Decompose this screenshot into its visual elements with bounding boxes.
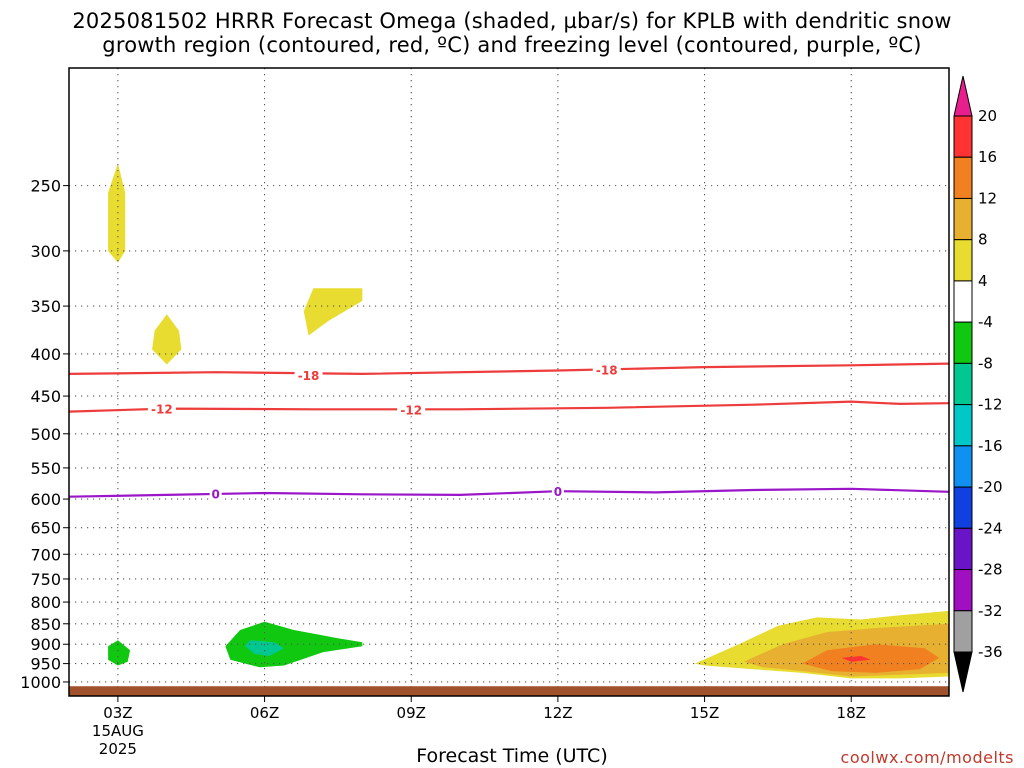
y-tick-label-250: 250 [30,177,61,196]
y-tick-label-550: 550 [30,459,61,478]
y-tick-label-300: 300 [30,242,61,261]
colorbar-label-5: -4 [978,313,993,331]
omega-region-3 [108,640,131,666]
y-tick-label-450: 450 [30,387,61,406]
colorbar-swatch-5 [953,280,973,323]
colorbar-swatch-12 [953,569,973,612]
contour-label-bg--12-1 [397,402,426,417]
colorbar-swatch-11 [953,527,973,571]
contour-label-bg--12-0 [147,401,176,416]
colorbar-bottom-arrow [953,651,973,693]
x-tick-date: 15AUG [92,722,144,740]
y-tick-label-900: 900 [30,635,61,654]
y-tick-label-750: 750 [30,570,61,589]
contour-line-0 [69,487,949,498]
colorbar-label-12: -32 [978,602,1003,620]
contour-label-0-0: 0 [211,488,219,502]
colorbar-top-arrow [953,75,973,117]
colorbar: 20 16 12 8 4 -4 -8 -12 -16 -20 -24 -28 -32 -36 [953,75,1003,693]
chart-title-line1: 2025081502 HRRR Forecast Omega (shaded, … [72,9,952,33]
omega-region-9 [841,656,871,662]
y-axis: 2503003504004505005506006507007508008509… [20,177,69,692]
colorbar-label-2: 12 [978,189,997,207]
y-tick-label-1000: 1000 [20,673,61,692]
colorbar-label-4: 4 [978,272,988,290]
colorbar-swatch-7 [953,362,973,406]
colorbar-label-10: -24 [978,519,1003,537]
y-tick-label-850: 850 [30,615,61,634]
colorbar-label-8: -16 [978,437,1003,455]
colorbar-swatch-3 [953,197,973,241]
x-tick-label-03Z: 03Z [103,704,132,722]
colorbar-swatch-6 [953,321,973,364]
contour-label-bg-0-0 [209,486,222,501]
omega-region-8 [802,644,940,673]
x-tick-label-15Z: 15Z [690,704,719,722]
colorbar-label-6: -8 [978,354,993,372]
x-tick-label-18Z: 18Z [837,704,866,722]
omega-region-0 [108,163,126,263]
gridlines [69,68,949,696]
terrain-band [69,686,949,696]
x-axis-title: Forecast Time (UTC) [416,745,608,767]
colorbar-label-0: 20 [978,107,997,125]
contour-lines: -18 -18 -12 -12 0 0 [69,362,949,502]
colorbar-swatch-1 [953,115,973,158]
y-tick-label-500: 500 [30,425,61,444]
colorbar-label-3: 8 [978,231,988,249]
colorbar-swatch-9 [953,445,973,488]
contour-label-bg--18-0 [294,367,323,382]
omega-shading [108,163,949,679]
x-tick-label-06Z: 06Z [250,704,279,722]
plot-frame [68,67,950,697]
omega-region-1 [152,314,182,365]
contour-label-bg-0-1 [551,484,564,499]
x-tick-year: 2025 [99,740,137,758]
y-tick-label-600: 600 [30,490,61,509]
credit-link[interactable]: coolwx.com/modelts [840,748,1014,767]
y-tick-label-800: 800 [30,593,61,612]
colorbar-swatch-13 [953,610,973,653]
colorbar-swatch-8 [953,404,973,447]
y-tick-label-950: 950 [30,655,61,674]
omega-region-2 [303,288,363,336]
x-tick-label-12Z: 12Z [543,704,572,722]
colorbar-swatch-2 [953,156,973,199]
colorbar-label-7: -12 [978,396,1003,414]
contour-label--18-0: -18 [298,369,320,383]
x-tick-label-09Z: 09Z [397,704,426,722]
contour-label-0-1: 0 [554,485,562,499]
colorbar-label-9: -20 [978,478,1003,496]
omega-region-4 [225,621,363,668]
colorbar-label-13: -36 [978,643,1003,661]
chart-title-line2: growth region (contoured, red, ºC) and f… [102,33,922,57]
colorbar-swatch-10 [953,486,973,529]
contour-label--18-1: -18 [596,364,618,378]
y-tick-label-350: 350 [30,297,61,316]
y-tick-label-400: 400 [30,345,61,364]
contour-label--12-0: -12 [151,403,173,417]
omega-region-5 [245,640,285,656]
y-tick-label-650: 650 [30,519,61,538]
contour-line--12 [69,400,949,413]
contour-label--12-1: -12 [400,403,422,417]
colorbar-swatch-4 [953,239,973,282]
contour-label-bg--18-1 [592,362,621,377]
terrain-fill [69,686,949,696]
colorbar-label-11: -28 [978,561,1003,579]
colorbar-label-1: 16 [978,148,997,166]
contour-line--18 [69,362,949,376]
y-tick-label-700: 700 [30,545,61,564]
